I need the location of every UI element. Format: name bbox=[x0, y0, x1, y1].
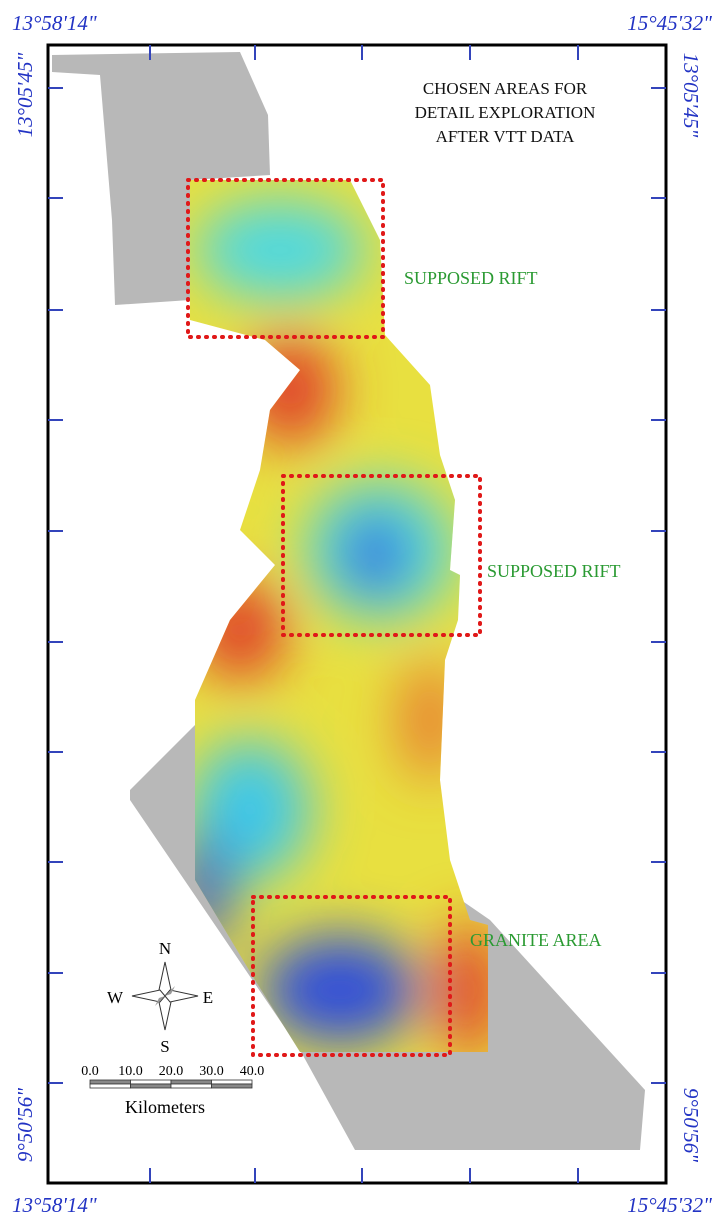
scale-segment bbox=[130, 1083, 172, 1089]
title-line: CHOSEN AREAS FOR bbox=[423, 79, 588, 98]
compass-label: N bbox=[159, 939, 171, 958]
compass-label: S bbox=[160, 1037, 169, 1056]
coord-label: 13°05'45" bbox=[679, 53, 703, 138]
compass-label: W bbox=[107, 988, 124, 1007]
coord-label: 15°45'32" bbox=[627, 1193, 712, 1217]
compass-label: E bbox=[203, 988, 213, 1007]
scale-segment bbox=[211, 1083, 253, 1089]
scale-tick-label: 0.0 bbox=[81, 1064, 99, 1079]
coord-label: 9°50'56" bbox=[13, 1088, 37, 1162]
area-boxes bbox=[186, 178, 482, 1057]
scale-segment bbox=[170, 1079, 212, 1085]
title-line: AFTER VTT DATA bbox=[436, 127, 575, 146]
scale-segment bbox=[130, 1079, 172, 1085]
coord-label: 9°50'56" bbox=[679, 1088, 703, 1162]
scale-segment bbox=[89, 1083, 131, 1089]
scale-segment bbox=[211, 1079, 253, 1085]
scale-bar: Kilometers 0.0 10.0 20.0 30.0 40.0 bbox=[81, 1064, 264, 1117]
area-label: SUPPOSED RIFT bbox=[487, 561, 621, 581]
graticule-ticks bbox=[48, 45, 666, 1183]
anomaly-map bbox=[190, 180, 488, 1052]
scale-tick-label: 30.0 bbox=[199, 1064, 224, 1079]
area-label: GRANITE AREA bbox=[470, 930, 602, 950]
map-frame bbox=[46, 43, 668, 1185]
scale-tick-label: 10.0 bbox=[118, 1064, 143, 1079]
coord-label: 13°58'14" bbox=[12, 1193, 97, 1217]
area-label: SUPPOSED RIFT bbox=[404, 268, 538, 288]
scale-tick-label: 40.0 bbox=[240, 1064, 265, 1079]
scale-segment bbox=[89, 1079, 131, 1085]
title-line: DETAIL EXPLORATION bbox=[415, 103, 596, 122]
scale-tick-label: 20.0 bbox=[159, 1064, 184, 1079]
coord-label: 13°58'14" bbox=[12, 11, 97, 35]
scale-segment bbox=[170, 1083, 212, 1089]
scale-unit: Kilometers bbox=[125, 1097, 205, 1117]
coord-label: 13°05'45" bbox=[13, 52, 37, 137]
coord-label: 15°45'32" bbox=[627, 11, 712, 35]
compass: N S W E bbox=[107, 939, 213, 1056]
